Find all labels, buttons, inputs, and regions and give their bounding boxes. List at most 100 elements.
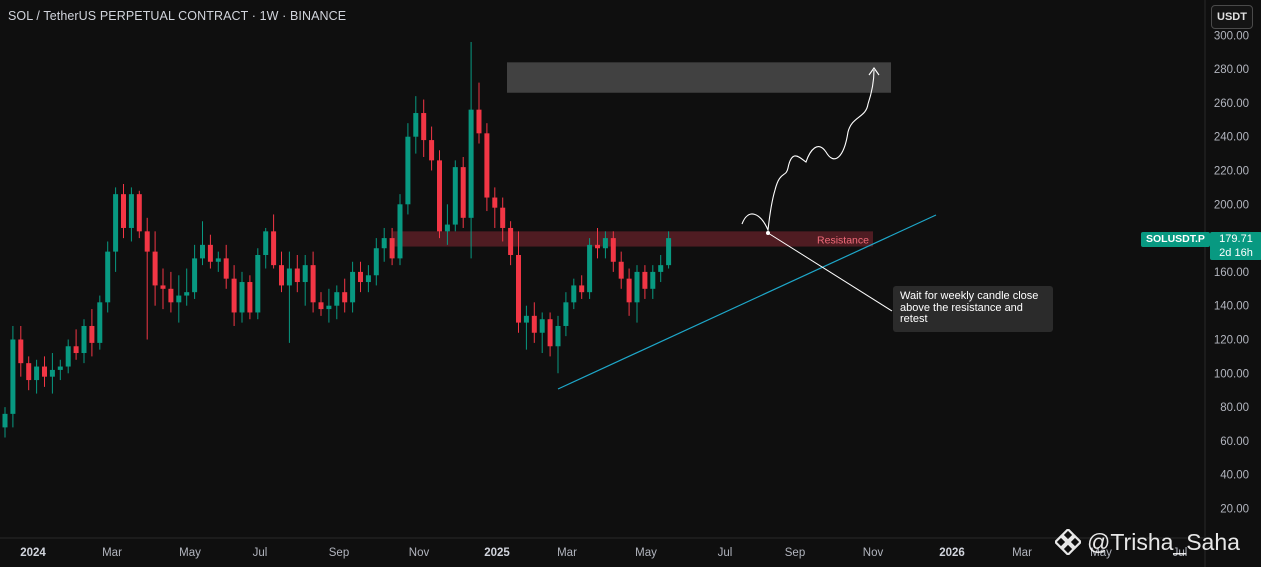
target-zone — [507, 62, 891, 93]
candle-body — [200, 244, 205, 259]
candle-body — [215, 258, 221, 262]
price-tick-label: 40.00 — [1220, 470, 1249, 482]
candle-body — [381, 238, 387, 249]
candle-body — [547, 319, 553, 347]
candle-body — [460, 167, 466, 218]
candle-body — [81, 325, 87, 354]
price-tick-label: 100.00 — [1214, 368, 1249, 380]
candle-body — [97, 302, 103, 343]
candle-body — [207, 244, 213, 262]
currency-unit-button[interactable]: USDT — [1211, 5, 1253, 29]
time-tick-label: 2026 — [939, 547, 965, 559]
candle-body — [57, 366, 63, 370]
candle-body — [468, 109, 474, 218]
candle-body — [160, 285, 166, 289]
candle-body — [231, 278, 237, 313]
candle-body — [49, 369, 55, 377]
candle-body — [26, 363, 32, 381]
time-tick-label: Jul — [718, 547, 733, 559]
candle-body — [523, 315, 529, 323]
candle-body — [658, 265, 664, 272]
candle-body — [310, 265, 316, 303]
candle-body — [128, 194, 134, 228]
candle-body — [618, 261, 624, 279]
candle-body — [279, 265, 284, 286]
time-tick-label: Mar — [102, 547, 122, 559]
candle-body — [571, 285, 577, 303]
watermark: @Trisha_Saha — [1055, 528, 1240, 556]
candle-body — [318, 302, 324, 310]
candle-body — [444, 224, 450, 232]
candle-body — [634, 271, 640, 303]
time-tick-label: Jul — [253, 547, 268, 559]
symbol-label: SOLUSDT.P — [1141, 232, 1210, 247]
price-tick-label: 160.00 — [1214, 267, 1249, 279]
candle-body — [286, 268, 292, 286]
candle-body — [294, 268, 300, 283]
price-tick-label: 220.00 — [1214, 166, 1249, 178]
candle-body — [626, 278, 632, 303]
time-axis: 2024 Mar May Jul Sep Nov 2025 Mar May Jul Sep Nov 20… — [20, 547, 1187, 559]
time-tick-label: Mar — [1012, 547, 1032, 559]
resistance-label: Resistance — [817, 235, 869, 247]
candle-body — [350, 271, 356, 303]
price-axis: 20.00 40.00 60.00 80.00 100.00 120.00 140.00 16… — [1214, 30, 1249, 515]
candle-body — [358, 271, 363, 283]
candle-body — [105, 251, 111, 303]
candle-body — [516, 255, 521, 323]
anchor-dot — [766, 231, 770, 235]
candle-body — [555, 325, 561, 347]
candle-body — [10, 339, 16, 414]
candle-body — [34, 366, 40, 381]
candle-body — [429, 140, 435, 161]
candle-bodies — [2, 109, 672, 428]
candle-body — [579, 285, 585, 293]
time-tick-label: 2024 — [20, 547, 46, 559]
candle-body — [176, 295, 182, 303]
candle-body — [18, 339, 24, 364]
candle-body — [666, 238, 672, 266]
candle-body — [602, 238, 608, 249]
zones-layer: Resistance — [393, 62, 891, 247]
candle-body — [365, 275, 371, 283]
price-tick-label: 200.00 — [1214, 199, 1249, 211]
candle-body — [263, 231, 269, 255]
candle-body — [492, 197, 498, 208]
candle-body — [421, 113, 427, 141]
candle-body — [484, 133, 490, 198]
candle-body — [168, 288, 174, 303]
candle-body — [452, 167, 458, 225]
candle-body — [650, 271, 656, 289]
candle-body — [121, 194, 126, 228]
last-price-value: 179.71 — [1219, 233, 1253, 245]
candle-body — [389, 238, 395, 259]
time-tick-label: Sep — [785, 547, 805, 559]
candle-body — [152, 251, 158, 286]
price-tick-label: 140.00 — [1214, 301, 1249, 313]
candle-body — [437, 160, 442, 232]
candle-body — [144, 231, 150, 252]
candle-body — [413, 113, 419, 137]
candle-body — [500, 207, 506, 228]
time-tick-label: Jul — [1173, 547, 1188, 559]
chart-title: SOL / TetherUS PERPETUAL CONTRACT · 1W ·… — [8, 9, 347, 23]
time-tick-label: May — [635, 547, 657, 559]
candle-body — [595, 244, 600, 249]
candle-body — [610, 238, 616, 262]
candle-body — [302, 265, 308, 283]
candle-body — [642, 271, 648, 289]
price-tick-label: 20.00 — [1220, 504, 1249, 516]
candle-body — [73, 346, 79, 354]
price-tick-label: 240.00 — [1214, 132, 1249, 144]
candle-body — [247, 282, 253, 313]
price-tick-label: 60.00 — [1220, 436, 1249, 448]
arrow-head-icon — [868, 67, 880, 76]
annotation-callout[interactable]: Wait for weekly candle close above the r… — [893, 286, 1053, 332]
price-tick-label: 300.00 — [1214, 30, 1249, 42]
candle-body — [113, 194, 119, 252]
candle-body — [531, 315, 537, 333]
drawings-layer — [557, 67, 937, 390]
candle-body — [587, 244, 593, 293]
price-tick-label: 80.00 — [1220, 402, 1249, 414]
